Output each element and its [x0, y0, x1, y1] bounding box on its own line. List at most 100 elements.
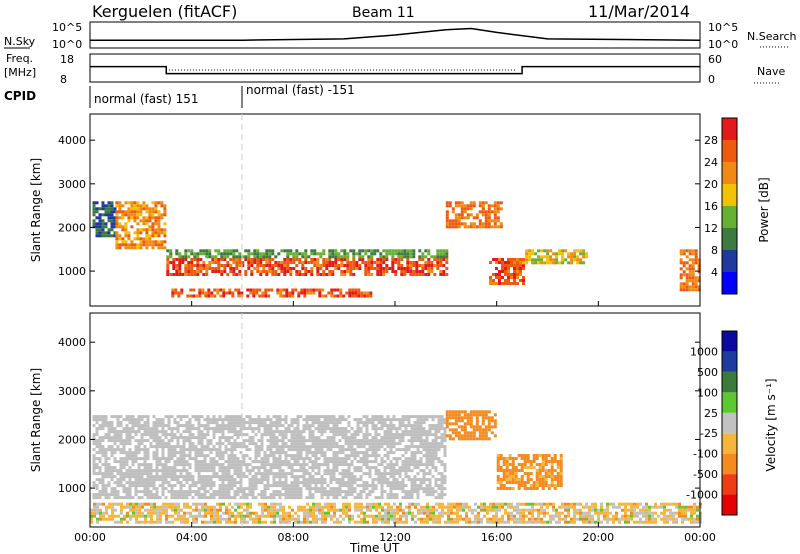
- scatter-cell: [362, 487, 366, 491]
- scatter-cell: [316, 270, 320, 273]
- scatter-cell: [403, 270, 407, 273]
- scatter-cell: [185, 496, 189, 500]
- scatter-cell: [248, 481, 252, 485]
- scatter-cell: [320, 439, 324, 443]
- scatter-cell: [158, 436, 162, 440]
- scatter-cell: [254, 466, 258, 470]
- scatter-cell: [422, 448, 426, 452]
- scatter-cell: [288, 511, 291, 515]
- scatter-cell: [359, 439, 363, 443]
- scatter-cell: [469, 213, 473, 217]
- scatter-cell: [546, 258, 550, 262]
- scatter-cell: [131, 484, 135, 488]
- scatter-cell: [209, 427, 213, 431]
- scatter-cell: [276, 288, 280, 292]
- scatter-cell: [258, 517, 261, 521]
- scatter-cell: [311, 475, 315, 479]
- scatter-cell: [326, 442, 330, 446]
- scatter-cell: [588, 520, 591, 524]
- scatter-cell: [221, 442, 225, 446]
- scatter-cell: [550, 472, 554, 475]
- scatter-cell: [170, 448, 174, 452]
- scatter-cell: [436, 267, 440, 270]
- scatter-cell: [490, 431, 494, 435]
- scatter-cell: [445, 413, 449, 417]
- scatter-cell: [185, 430, 189, 434]
- scatter-cell: [233, 418, 237, 422]
- scatter-cell: [460, 419, 464, 423]
- scatter-cell: [194, 469, 198, 473]
- scatter-cell: [155, 451, 159, 455]
- scatter-cell: [348, 520, 351, 524]
- scatter-cell: [227, 430, 231, 434]
- scatter-cell: [275, 427, 279, 431]
- scatter-cell: [138, 505, 141, 509]
- scatter-cell: [224, 424, 228, 428]
- scatter-cell: [457, 225, 461, 229]
- scatter-cell: [418, 255, 422, 259]
- scatter-cell: [454, 213, 458, 217]
- scatter-cell: [229, 264, 233, 267]
- scatter-cell: [224, 496, 228, 500]
- scatter-cell: [167, 418, 171, 422]
- scatter-cell: [191, 481, 195, 485]
- scatter-cell: [513, 282, 516, 285]
- scatter-cell: [576, 261, 580, 265]
- scatter-cell: [345, 508, 348, 512]
- scatter-cell: [546, 255, 550, 259]
- scatter-cell: [172, 267, 176, 270]
- scatter-cell: [433, 273, 437, 276]
- scatter-cell: [134, 445, 138, 449]
- scatter-cell: [474, 514, 477, 518]
- scatter-cell: [209, 460, 213, 464]
- scatter-cell: [341, 496, 345, 500]
- scatter-cell: [207, 508, 210, 512]
- scatter-cell: [420, 520, 423, 524]
- scatter-cell: [272, 451, 276, 455]
- scatter-cell: [413, 451, 417, 455]
- scatter-cell: [124, 222, 128, 226]
- scatter-cell: [278, 466, 282, 470]
- scatter-cell: [367, 261, 371, 264]
- scatter-cell: [101, 427, 105, 431]
- scatter-cell: [432, 508, 435, 512]
- scatter-cell: [405, 517, 408, 521]
- scatter-cell: [306, 517, 309, 521]
- scatter-cell: [493, 222, 497, 226]
- scatter-cell: [179, 481, 183, 485]
- scatter-cell: [350, 451, 354, 455]
- scatter-cell: [448, 416, 452, 420]
- scatter-cell: [152, 433, 156, 437]
- scatter-cell: [585, 502, 588, 506]
- scatter-cell: [487, 216, 491, 220]
- scatter-cell: [155, 469, 159, 473]
- scatter-cell: [298, 252, 302, 256]
- scatter-cell: [408, 511, 411, 515]
- scatter-cell: [395, 442, 399, 446]
- scatter-cell: [484, 225, 488, 229]
- scatter-cell: [428, 472, 432, 476]
- scatter-cell: [434, 430, 438, 434]
- scatter-cell: [522, 261, 526, 265]
- scatter-cell: [154, 243, 158, 247]
- scatter-cell: [269, 484, 273, 488]
- scatter-cell: [526, 472, 530, 475]
- scatter-cell: [161, 424, 165, 428]
- scatter-cell: [541, 475, 545, 478]
- scatter-cell: [281, 484, 285, 488]
- scatter-cell: [346, 258, 350, 261]
- scatter-cell: [206, 427, 210, 431]
- scatter-cell: [466, 431, 470, 435]
- scatter-cell: [238, 252, 242, 256]
- scatter-cell: [245, 439, 249, 443]
- scatter-cell: [314, 460, 318, 464]
- scatter-cell: [263, 493, 267, 497]
- scatter-cell: [219, 294, 223, 298]
- scatter-cell: [176, 439, 180, 443]
- scatter-cell: [348, 508, 351, 512]
- scatter-cell: [108, 502, 111, 506]
- scatter-cell: [540, 511, 543, 515]
- scatter-cell: [359, 457, 363, 461]
- scatter-cell: [266, 439, 270, 443]
- scatter-cell: [152, 493, 156, 497]
